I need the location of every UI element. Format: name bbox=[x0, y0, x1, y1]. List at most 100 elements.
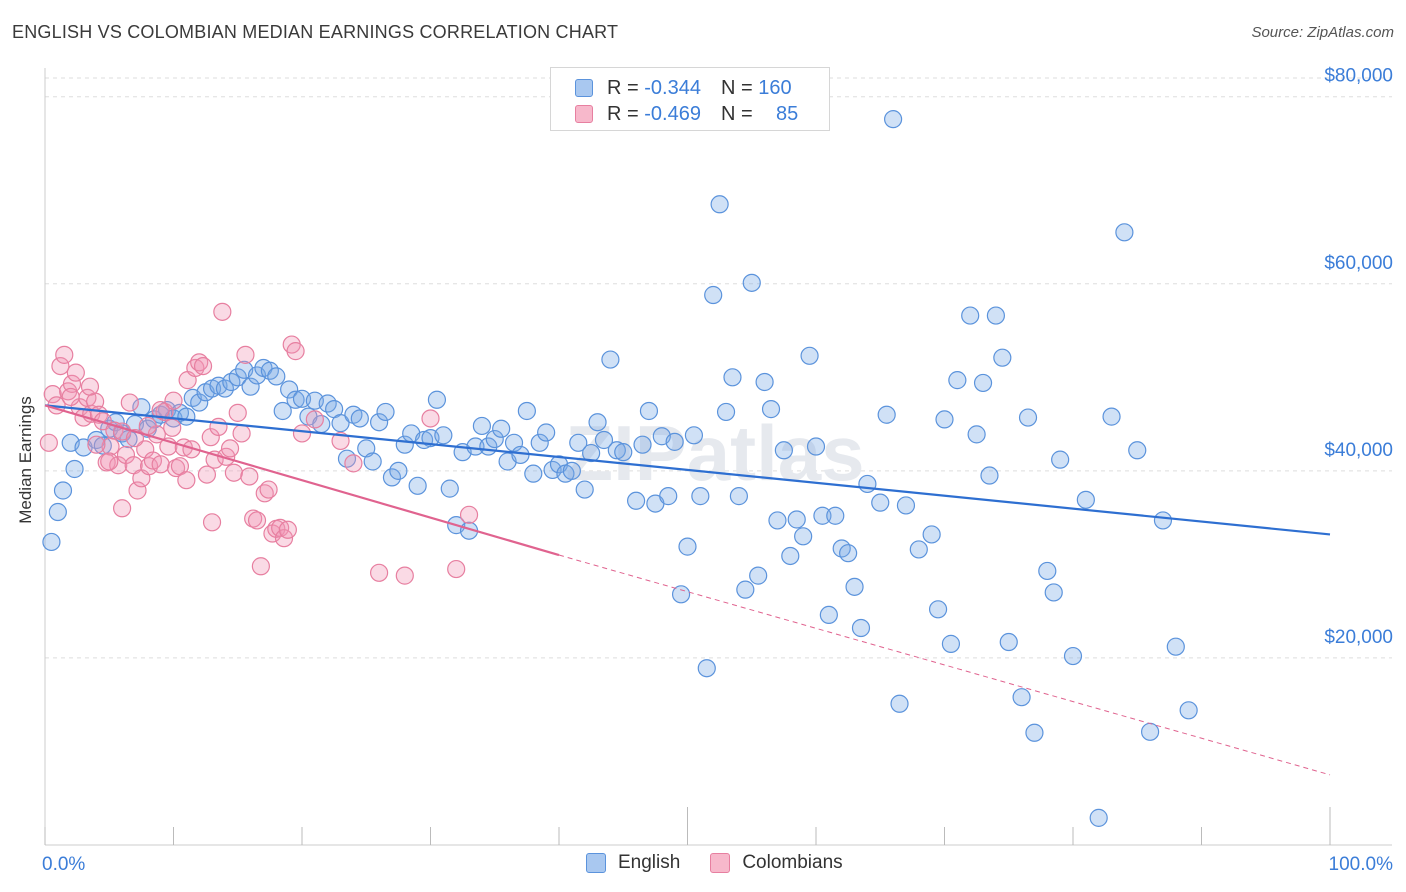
english-point bbox=[215, 379, 234, 398]
colombian-point bbox=[151, 400, 170, 420]
english-point bbox=[819, 605, 838, 625]
x-tick-labels: 0.0% 100.0% bbox=[42, 854, 1393, 875]
english-point bbox=[800, 346, 819, 365]
english-point bbox=[1076, 490, 1095, 509]
colombian-trend-line bbox=[44, 404, 560, 557]
english-point bbox=[787, 510, 806, 529]
english-point bbox=[896, 496, 916, 515]
colombian-point bbox=[62, 374, 82, 393]
english-point bbox=[440, 479, 459, 498]
colombian-point bbox=[331, 431, 350, 451]
colombian-point bbox=[163, 418, 182, 437]
chart-title: ENGLISH VS COLOMBIAN MEDIAN EARNINGS COR… bbox=[12, 22, 619, 42]
english-point bbox=[280, 380, 299, 399]
y-tick-label: $20,000 bbox=[1324, 627, 1393, 648]
english-point bbox=[241, 377, 260, 396]
english-point bbox=[813, 506, 832, 525]
colombian-point bbox=[447, 559, 466, 579]
english-point bbox=[485, 429, 504, 449]
english-point bbox=[408, 476, 427, 495]
english-point bbox=[871, 493, 890, 512]
english-point bbox=[607, 441, 626, 460]
english-point bbox=[768, 511, 787, 530]
colombian-points bbox=[39, 302, 479, 585]
colombian-point bbox=[278, 520, 297, 539]
english-point bbox=[389, 461, 408, 480]
english-point bbox=[633, 435, 652, 454]
english-point bbox=[684, 426, 704, 445]
english-point bbox=[736, 580, 755, 599]
english-swatch bbox=[575, 79, 593, 97]
english-point bbox=[65, 459, 84, 479]
colombian-point bbox=[138, 416, 157, 436]
legend-row-colombians: R = -0.469 N = 85 bbox=[575, 102, 798, 126]
colombian-point bbox=[193, 356, 213, 376]
colombian-point bbox=[459, 505, 479, 524]
english-point bbox=[286, 390, 305, 409]
english-point bbox=[524, 464, 543, 483]
colombian-point bbox=[217, 447, 236, 466]
english-point bbox=[986, 306, 1006, 325]
english-point bbox=[980, 466, 999, 485]
english-point bbox=[569, 433, 588, 452]
colombian-point bbox=[274, 529, 294, 548]
bottom-legend-label: English bbox=[618, 852, 681, 873]
colombian-point bbox=[259, 480, 278, 499]
english-point bbox=[941, 634, 961, 653]
english-point bbox=[1128, 441, 1147, 460]
english-point bbox=[626, 491, 646, 510]
colombian-point bbox=[395, 566, 414, 585]
english-point bbox=[877, 405, 896, 424]
english-point bbox=[639, 401, 659, 421]
english-point bbox=[826, 506, 845, 525]
english-point bbox=[697, 659, 716, 678]
colombian-point bbox=[220, 439, 240, 458]
english-point bbox=[909, 540, 928, 559]
colombian-point bbox=[209, 417, 228, 436]
english-point bbox=[93, 436, 112, 455]
english-point bbox=[794, 527, 813, 546]
colombians-swatch bbox=[710, 853, 731, 873]
r-value: -0.469 bbox=[644, 102, 701, 125]
axes bbox=[44, 68, 1392, 846]
legend-row-english: R = -0.344 N = 160 bbox=[575, 76, 792, 100]
bottom-legend-english: English bbox=[586, 852, 680, 874]
english-point bbox=[1018, 408, 1038, 427]
colombian-point bbox=[236, 345, 255, 364]
english-point bbox=[466, 437, 485, 456]
bottom-legend-label: Colombians bbox=[742, 852, 843, 873]
colombian-point bbox=[112, 499, 132, 518]
english-point bbox=[781, 546, 800, 566]
english-point bbox=[883, 110, 903, 129]
y-tick-labels: $20,000 $40,000 $60,000 $80,000 bbox=[1324, 66, 1393, 648]
english-point bbox=[427, 390, 447, 409]
colombian-trend-extension bbox=[558, 554, 1331, 776]
english-point bbox=[742, 273, 761, 292]
y-tick-label: $40,000 bbox=[1324, 440, 1393, 461]
english-point bbox=[1102, 407, 1121, 426]
english-point bbox=[1044, 583, 1063, 602]
colombian-point bbox=[43, 385, 62, 404]
r-label: R = bbox=[607, 76, 639, 99]
colombian-point bbox=[80, 377, 100, 396]
english-point bbox=[1166, 637, 1185, 656]
english-point bbox=[1012, 688, 1031, 707]
english-point bbox=[890, 694, 909, 713]
colombian-point bbox=[55, 345, 74, 364]
n-label: N = bbox=[720, 102, 753, 125]
english-point bbox=[710, 195, 729, 214]
colombian-point bbox=[61, 387, 80, 407]
colombian-point bbox=[51, 356, 70, 376]
colombian-point bbox=[292, 424, 312, 443]
colombian-point bbox=[66, 363, 85, 382]
colombian-point bbox=[251, 557, 270, 576]
english-point bbox=[357, 439, 376, 458]
colombian-point bbox=[109, 456, 128, 475]
english-point bbox=[749, 566, 768, 585]
english-point bbox=[562, 461, 581, 480]
english-point bbox=[1179, 701, 1198, 720]
colombian-point bbox=[202, 513, 222, 532]
colombian-point bbox=[116, 445, 136, 465]
english-point bbox=[839, 544, 858, 563]
